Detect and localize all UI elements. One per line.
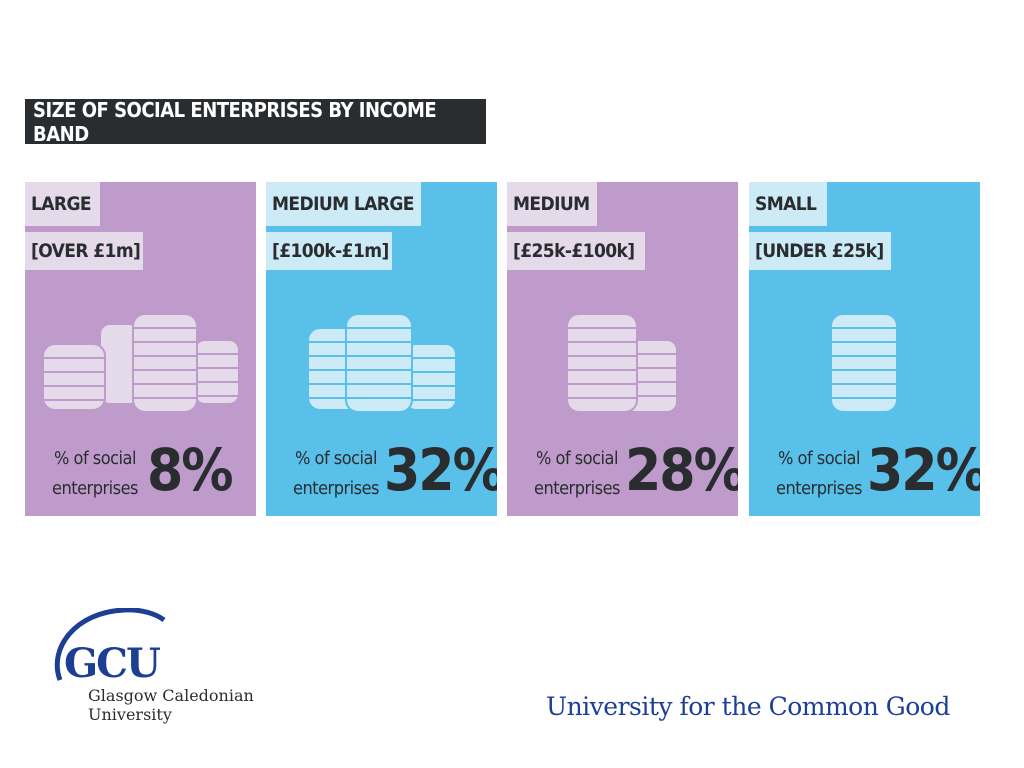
- card-large: LARGE [OVER £1m] % of social enterprises…: [25, 182, 256, 516]
- percent-label: % of social enterprises: [534, 448, 620, 499]
- gcu-logo: GCU Glasgow Caledonian University: [46, 608, 276, 728]
- logo-abbr: GCU: [64, 640, 161, 687]
- card-band: [£25k-£100k]: [507, 232, 645, 270]
- card-name: LARGE: [25, 182, 100, 226]
- percent-label: % of social enterprises: [293, 448, 379, 499]
- percent-value: 8%: [147, 436, 234, 504]
- card-name: SMALL: [749, 182, 827, 226]
- tagline: University for the Common Good: [546, 692, 950, 721]
- card-medium: MEDIUM [£25k-£100k] % of social enterpri…: [507, 182, 738, 516]
- percent-value: 32%: [384, 436, 497, 504]
- logo-arc-icon: [54, 608, 166, 681]
- card-band: [UNDER £25k]: [749, 232, 891, 270]
- percent-value: 32%: [867, 436, 980, 504]
- card-name: MEDIUM: [507, 182, 597, 226]
- percent-value: 28%: [625, 436, 738, 504]
- logo-university-name: Glasgow Caledonian University: [88, 686, 254, 724]
- coin-stacks-icon: [566, 313, 678, 413]
- card-medium-large: MEDIUM LARGE [£100k-£1m] % of social ent…: [266, 182, 497, 516]
- coin-stacks-icon: [42, 313, 240, 413]
- percent-label: % of social enterprises: [52, 448, 138, 499]
- card-band: [OVER £1m]: [25, 232, 143, 270]
- coin-stacks-icon: [830, 313, 898, 413]
- card-name: MEDIUM LARGE: [266, 182, 421, 226]
- infographic-title: SIZE OF SOCIAL ENTERPRISES BY INCOME BAN…: [25, 98, 486, 146]
- percent-label: % of social enterprises: [776, 448, 862, 499]
- card-band: [£100k-£1m]: [266, 232, 392, 270]
- coin-stacks-icon: [307, 313, 457, 413]
- card-small: SMALL [UNDER £25k] % of social enterpris…: [749, 182, 980, 516]
- income-band-cards: LARGE [OVER £1m] % of social enterprises…: [25, 182, 980, 516]
